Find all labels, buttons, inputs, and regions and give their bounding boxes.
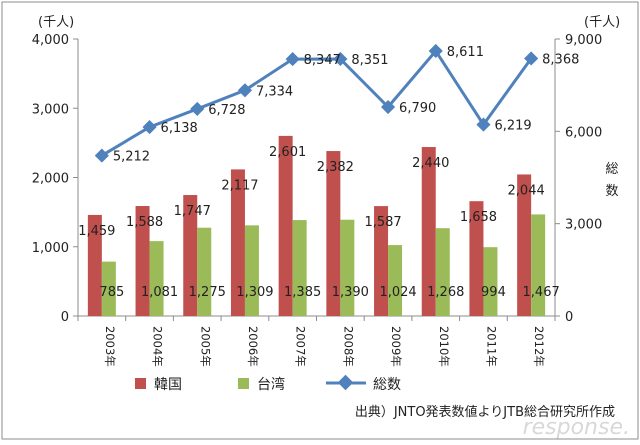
category-label: 2010年 <box>437 326 451 367</box>
data-label-korea: 2,044 <box>508 183 545 198</box>
data-label-taiwan: 1,024 <box>379 285 416 300</box>
data-label-total: 8,347 <box>304 53 341 68</box>
right-axis-title-char: 数 <box>605 184 618 199</box>
data-label-korea: 1,658 <box>460 210 497 225</box>
right-axis-title-char: 総 <box>605 162 618 177</box>
data-label-total: 8,351 <box>351 53 388 68</box>
data-label-korea: 1,588 <box>126 215 163 230</box>
bar-korea <box>183 195 198 316</box>
data-label-korea: 1,459 <box>78 224 115 239</box>
bar-taiwan <box>435 228 450 316</box>
category-label: 2008年 <box>341 326 355 367</box>
data-label-total: 7,334 <box>256 84 293 99</box>
total-marker <box>524 51 539 66</box>
data-label-total: 6,219 <box>494 119 531 134</box>
data-labels: 1,459 785 1,588 1,081 1,747 1,275 2,117 1,309 2,… <box>78 45 579 300</box>
data-label-taiwan: 1,275 <box>189 285 226 300</box>
bar-taiwan <box>244 225 259 316</box>
bar-taiwan <box>340 219 355 316</box>
bar-taiwan <box>149 241 164 316</box>
total-marker <box>380 99 396 115</box>
bar-korea <box>87 214 102 316</box>
bar-taiwan <box>197 227 212 316</box>
data-label-taiwan: 1,268 <box>427 285 464 300</box>
left-tick-label: 0 <box>61 310 69 325</box>
data-label-total: 8,611 <box>447 45 484 60</box>
bar-taiwan <box>483 247 498 316</box>
bar-korea <box>135 206 150 316</box>
right-tick-label: 0 <box>565 310 573 325</box>
data-label-korea: 2,117 <box>221 178 258 193</box>
data-label-taiwan: 1,467 <box>523 285 560 300</box>
data-label-taiwan: 994 <box>481 285 506 300</box>
right-tick-label: 6,000 <box>565 125 602 140</box>
category-label: 2006年 <box>246 326 260 367</box>
category-label: 2004年 <box>151 326 165 367</box>
bar-korea <box>469 201 484 316</box>
right-tick-label: 3,000 <box>565 218 602 233</box>
bar-korea <box>230 169 245 316</box>
bar-korea <box>517 174 532 316</box>
category-labels: 2003年 2004年 2005年 2006年 2007年 2008年 2009年 2010年… <box>103 326 546 367</box>
data-label-total: 6,728 <box>208 103 245 118</box>
legend-label-korea: 韓国 <box>154 377 182 393</box>
legend-label-taiwan: 台湾 <box>257 376 285 393</box>
total-marker <box>333 51 348 67</box>
category-label: 2007年 <box>294 326 308 367</box>
data-label-taiwan: 1,309 <box>236 285 273 300</box>
bar-taiwan <box>101 261 116 316</box>
data-label-korea: 2,601 <box>269 145 306 160</box>
data-label-taiwan: 1,390 <box>332 285 369 300</box>
bar-korea <box>374 206 389 316</box>
category-label: 2012年 <box>532 326 546 367</box>
axes: 0 1,000 2,000 3,000 4,000 0 3,000 6,000 9,000 <box>32 33 602 325</box>
category-label: 2009年 <box>389 326 403 367</box>
watermark: response. <box>523 415 630 440</box>
data-label-total: 6,138 <box>161 121 198 136</box>
total-polyline <box>101 48 533 157</box>
total-marker <box>428 43 443 59</box>
data-label-total: 8,368 <box>542 52 579 67</box>
total-marker <box>285 52 300 67</box>
data-label-total: 6,790 <box>399 101 436 116</box>
bar-taiwan <box>388 245 403 316</box>
data-label-korea: 1,747 <box>174 204 211 219</box>
source-note: 出典）JNTO発表数値よりJTB総合研究所作成 <box>355 404 615 420</box>
left-tick-label: 2,000 <box>32 172 69 187</box>
legend: 韓国 台湾 総数 <box>135 374 401 393</box>
left-tick-label: 3,000 <box>32 102 69 117</box>
right-tick-label: 9,000 <box>565 33 602 48</box>
bar-korea <box>421 147 436 316</box>
data-label-korea: 2,382 <box>317 160 354 175</box>
bar-taiwan <box>531 214 546 316</box>
data-label-taiwan: 785 <box>99 285 124 300</box>
category-label: 2003年 <box>103 326 117 367</box>
data-label-korea: 2,440 <box>412 156 449 171</box>
category-label: 2011年 <box>484 326 498 367</box>
left-axis-unit: (千人) <box>38 15 74 30</box>
legend-swatch-taiwan <box>238 378 249 389</box>
data-label-taiwan: 1,385 <box>284 285 321 300</box>
data-label-taiwan: 1,081 <box>141 285 178 300</box>
bar-taiwan <box>292 220 307 316</box>
category-label: 2005年 <box>198 326 212 367</box>
bar-korea <box>326 151 341 316</box>
data-label-total: 5,212 <box>113 150 150 165</box>
left-tick-label: 4,000 <box>32 33 69 48</box>
data-label-korea: 1,587 <box>364 215 401 230</box>
legend-swatch-korea <box>135 378 146 389</box>
bars <box>87 135 546 316</box>
right-axis-title: 総数 <box>605 162 618 199</box>
right-axis-unit: (千人) <box>584 15 620 30</box>
bar-korea <box>278 135 293 316</box>
legend-label-total: 総数 <box>373 377 401 393</box>
total-marker <box>476 117 491 132</box>
left-tick-label: 1,000 <box>32 241 69 256</box>
